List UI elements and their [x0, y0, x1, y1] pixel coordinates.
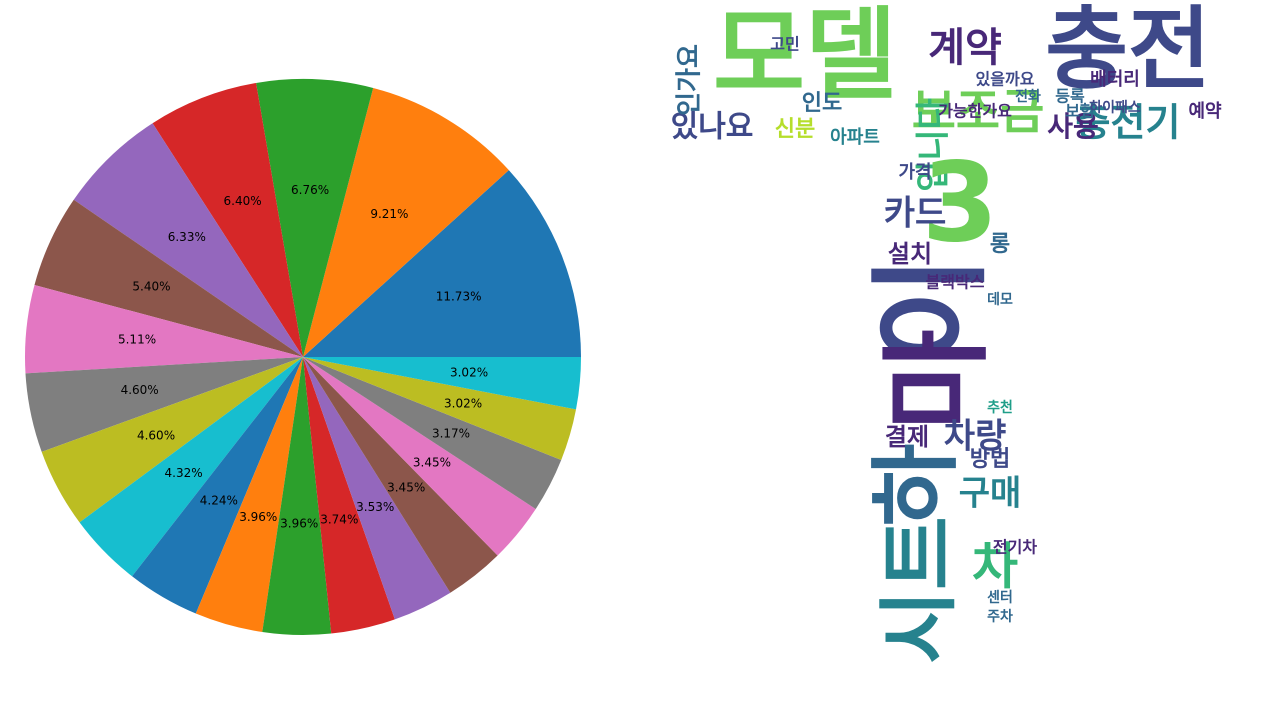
- pie-slice: [152, 82, 303, 358]
- pie-slice: [303, 357, 395, 634]
- slice-label: 3.96%: [280, 516, 318, 530]
- cloud-word: 시트: [873, 516, 966, 663]
- cloud-word: 3: [922, 138, 999, 266]
- slice-label: 11.73%: [436, 289, 482, 303]
- pie-slice: [195, 357, 303, 633]
- slice-label: 3.74%: [320, 512, 358, 526]
- cloud-word: 블랙박스: [926, 273, 985, 292]
- cloud-word: 마: [873, 329, 1001, 430]
- cloud-word: 차량: [944, 417, 1007, 457]
- cloud-word: 충전: [1045, 0, 1211, 102]
- pie-slice: [303, 357, 577, 460]
- cloud-word: 입니다: [914, 98, 954, 192]
- slice-label: 5.11%: [118, 333, 156, 347]
- cloud-word: 보조금: [912, 84, 1044, 140]
- cloud-word: 있나요: [671, 110, 754, 145]
- slice-label: 3.96%: [239, 510, 277, 524]
- cloud-word: 센터: [987, 590, 1013, 606]
- slice-label: 3.45%: [413, 455, 451, 469]
- cloud-word: 추천: [987, 400, 1013, 416]
- pie-slice: [303, 357, 581, 410]
- slice-label: 4.60%: [137, 428, 175, 442]
- cloud-word: 배터리: [1090, 69, 1140, 90]
- pie-slice: [303, 357, 562, 510]
- pie-slice: [25, 357, 303, 452]
- pie-slice: [303, 357, 451, 620]
- cloud-word: 신분: [775, 117, 815, 142]
- slice-label: 4.24%: [200, 493, 238, 507]
- pie-slice: [303, 170, 581, 357]
- slice-label: 9.21%: [370, 207, 408, 221]
- pie-slice: [24, 284, 303, 374]
- cloud-word: 롱: [990, 232, 1010, 257]
- pie-slice: [34, 199, 303, 357]
- slice-label: 3.45%: [387, 481, 425, 495]
- pie-slice: [256, 79, 374, 358]
- cloud-word: 방법: [970, 447, 1010, 472]
- pie-slice: [303, 87, 509, 357]
- cloud-word: 보험: [1065, 102, 1094, 121]
- slice-label: 6.76%: [291, 183, 329, 197]
- cloud-word: 인도: [802, 91, 842, 116]
- cloud-word: 인가요: [675, 44, 705, 116]
- cloud-word: 카드: [884, 194, 947, 234]
- pie-slice: [262, 357, 332, 636]
- pie-slice: [303, 357, 536, 556]
- slice-label: 4.60%: [121, 383, 159, 397]
- cloud-word: 구매: [959, 474, 1022, 514]
- cloud-word: 모델: [713, 0, 897, 113]
- cloud-word: 데모: [987, 292, 1013, 308]
- slice-label: 6.40%: [224, 194, 262, 208]
- pie-chart: 11.73% 9.21% 6.76% 6.40% 6.33% 5.40% 5.11% 4.60…: [24, 79, 581, 636]
- cloud-word: 전기차: [993, 538, 1037, 557]
- slice-label: 5.40%: [132, 280, 170, 294]
- cloud-word: 이: [863, 255, 1002, 365]
- cloud-word: 주차: [987, 609, 1013, 625]
- cloud-word: 충전기: [1076, 101, 1181, 145]
- cloud-word: 가격: [898, 162, 931, 183]
- cloud-word: 아파트: [830, 127, 880, 148]
- cloud-word: 예약: [1188, 100, 1222, 122]
- pie-slice: [41, 357, 304, 523]
- cloud-word: 계약: [928, 25, 1002, 71]
- cloud-word: 결제: [885, 423, 929, 451]
- cloud-word: 하: [864, 444, 969, 527]
- cloud-word: 등록: [1055, 87, 1085, 106]
- pie-slice: [132, 357, 303, 614]
- slice-label: 3.17%: [432, 426, 470, 440]
- cloud-word: 사용: [1047, 110, 1099, 143]
- cloud-word: 있을까요: [976, 70, 1035, 89]
- cloud-word: 고민: [770, 35, 799, 54]
- cloud-word: 차: [972, 538, 1018, 596]
- cloud-word: 전화: [1015, 88, 1041, 105]
- pie-slice: [303, 357, 498, 593]
- slice-label: 3.53%: [356, 500, 394, 514]
- cloud-word: 설치: [888, 240, 932, 268]
- slice-label: 6.33%: [168, 230, 206, 244]
- slice-label: 3.02%: [444, 396, 482, 410]
- pie-slice: [79, 357, 303, 577]
- slice-label: 3.02%: [450, 365, 488, 379]
- cloud-word: 하이패스: [1089, 99, 1141, 116]
- slice-label: 4.32%: [165, 466, 203, 480]
- cloud-word: 가능한가요: [938, 102, 1012, 121]
- pie-slice: [73, 123, 304, 357]
